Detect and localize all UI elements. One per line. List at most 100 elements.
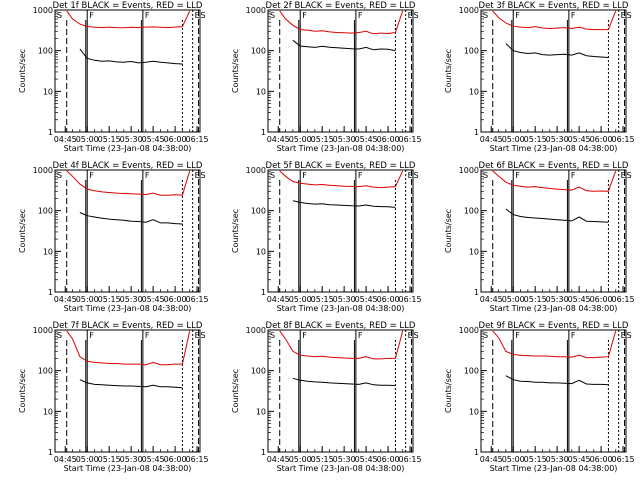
marker-label: F <box>515 331 520 340</box>
y-tick-label: 1000 <box>246 326 266 335</box>
marker-label: E <box>408 331 413 340</box>
y-tick-label: 10 <box>469 247 479 256</box>
series-line-events <box>505 43 609 58</box>
y-tick-label: 10 <box>43 87 53 96</box>
marker-label: F <box>302 171 307 180</box>
marker-label: F <box>515 171 520 180</box>
plot-frame <box>267 9 414 133</box>
x-tick-label: 05:15 <box>311 135 334 144</box>
x-tick-label: 06:00 <box>164 455 187 464</box>
y-tick-label: 1000 <box>459 326 479 335</box>
x-tick-label: 06:15 <box>186 135 209 144</box>
plot-frame <box>54 169 201 293</box>
y-axis-label: Counts/sec <box>231 369 240 413</box>
x-axis-label: Start Time (23-Jan-08 04:38:00) <box>490 464 618 473</box>
chart-title: Det 3f BLACK = Events, RED = LLD <box>479 1 629 11</box>
marker-label: S <box>57 11 62 20</box>
y-tick-label: 100 <box>251 367 266 376</box>
chart-title: Det 7f BLACK = Events, RED = LLD <box>53 321 203 331</box>
x-axis-label: Start Time (23-Jan-08 04:38:00) <box>64 304 192 313</box>
x-tick-label: 05:00 <box>502 455 525 464</box>
marker-label: F <box>302 331 307 340</box>
series-line-events <box>292 200 396 208</box>
chart-title: Det 6f BLACK = Events, RED = LLD <box>479 161 629 171</box>
marker-label: S <box>201 331 206 340</box>
x-tick-label: 05:30 <box>333 135 356 144</box>
y-tick-label: 100 <box>251 207 266 216</box>
x-tick-label: 05:15 <box>98 135 121 144</box>
chart-panel-9: Det 9f BLACK = Events, RED = LLD 1 10 100 10… <box>444 321 635 473</box>
series-line-lld <box>279 10 404 35</box>
marker-label: F <box>145 171 150 180</box>
x-tick-label: 05:30 <box>546 455 569 464</box>
marker-label: E <box>621 11 626 20</box>
x-tick-label: 05:30 <box>120 295 143 304</box>
y-tick-label: 10 <box>469 87 479 96</box>
y-tick-label: 1 <box>48 288 53 297</box>
y-tick-label: 1000 <box>33 326 53 335</box>
x-tick-label: 04:45 <box>54 135 77 144</box>
x-tick-label: 06:00 <box>590 455 613 464</box>
y-tick-label: 1 <box>474 448 479 457</box>
y-tick-label: 10 <box>43 407 53 416</box>
x-axis-label: Start Time (23-Jan-08 04:38:00) <box>64 464 192 473</box>
x-tick-label: 06:15 <box>612 295 635 304</box>
marker-label: F <box>302 11 307 20</box>
x-tick-label: 05:00 <box>289 135 312 144</box>
plot-frame <box>267 169 414 293</box>
x-tick-label: 05:15 <box>98 295 121 304</box>
chart-panel-7: Det 7f BLACK = Events, RED = LLD 1 10 100 10… <box>18 321 209 473</box>
x-tick-label: 04:45 <box>54 455 77 464</box>
x-axis-label: Start Time (23-Jan-08 04:38:00) <box>277 464 405 473</box>
x-axis-label: Start Time (23-Jan-08 04:38:00) <box>277 144 405 153</box>
marker-label: S <box>57 171 62 180</box>
marker-label: S <box>627 331 632 340</box>
plot-frame <box>54 329 201 453</box>
x-tick-label: 04:45 <box>267 135 290 144</box>
y-axis-label: Counts/sec <box>18 49 27 93</box>
x-tick-label: 05:00 <box>289 455 312 464</box>
y-axis-label: Counts/sec <box>231 209 240 253</box>
x-tick-label: 05:30 <box>546 295 569 304</box>
marker-label: S <box>483 171 488 180</box>
x-tick-label: 05:00 <box>502 135 525 144</box>
marker-label: F <box>571 171 576 180</box>
marker-label: S <box>201 11 206 20</box>
plot-frame <box>480 169 627 293</box>
y-tick-label: 1 <box>48 448 53 457</box>
marker-label: F <box>515 11 520 20</box>
x-tick-label: 05:45 <box>355 135 378 144</box>
y-tick-label: 1 <box>261 128 266 137</box>
marker-label: S <box>483 331 488 340</box>
x-tick-label: 04:45 <box>480 135 503 144</box>
chart-panel-3: Det 3f BLACK = Events, RED = LLD 1 10 100 10… <box>444 1 635 153</box>
x-tick-label: 05:15 <box>311 295 334 304</box>
y-tick-label: 1 <box>474 288 479 297</box>
x-tick-label: 05:00 <box>76 455 99 464</box>
x-tick-label: 05:45 <box>142 455 165 464</box>
series-line-lld <box>66 10 191 29</box>
x-tick-label: 06:15 <box>399 455 422 464</box>
marker-label: E <box>408 11 413 20</box>
y-tick-label: 100 <box>38 367 53 376</box>
y-tick-label: 10 <box>256 247 266 256</box>
marker-label: S <box>57 331 62 340</box>
x-axis-label: Start Time (23-Jan-08 04:38:00) <box>277 304 405 313</box>
y-tick-label: 10 <box>256 87 266 96</box>
y-tick-label: 1 <box>261 448 266 457</box>
marker-label: S <box>270 171 275 180</box>
marker-label: F <box>358 331 363 340</box>
x-tick-label: 05:30 <box>120 135 143 144</box>
y-tick-label: 10 <box>256 407 266 416</box>
marker-label: E <box>195 11 200 20</box>
x-tick-label: 05:45 <box>568 455 591 464</box>
y-axis-label: Counts/sec <box>444 209 453 253</box>
y-tick-label: 10 <box>469 407 479 416</box>
series-line-lld <box>492 10 617 31</box>
y-tick-label: 100 <box>38 47 53 56</box>
y-tick-label: 1 <box>261 288 266 297</box>
x-tick-label: 05:30 <box>120 455 143 464</box>
marker-label: F <box>571 11 576 20</box>
series-line-events <box>505 208 609 223</box>
